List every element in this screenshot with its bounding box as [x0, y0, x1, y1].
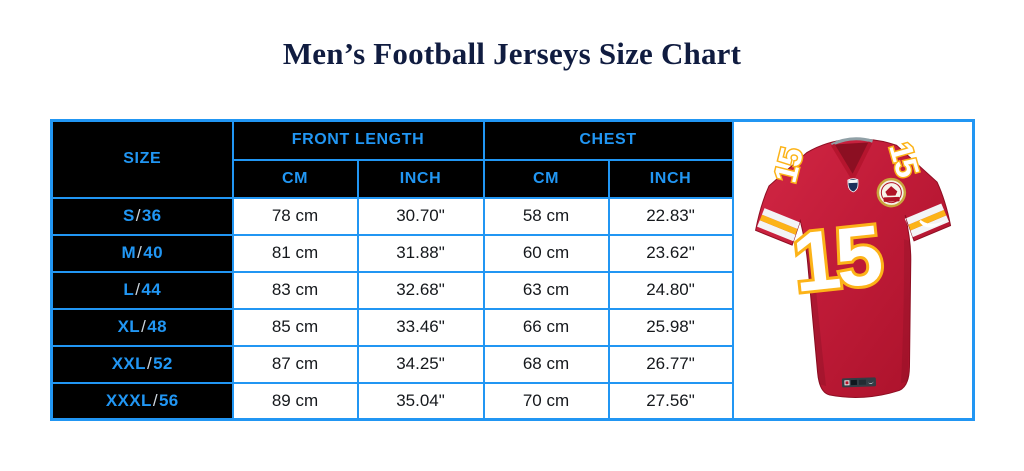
cell-front-cm: 81 cm: [231, 233, 359, 273]
cell-chest-inch: 22.83": [607, 196, 734, 236]
size-cell: S/36: [50, 196, 234, 236]
cell-chest-cm: 58 cm: [482, 196, 610, 236]
table-row: XXL/52 87 cm 34.25" 68 cm 26.77": [50, 344, 974, 384]
table-row: XL/48 85 cm 33.46" 66 cm 25.98": [50, 307, 974, 347]
jersey-body: [754, 138, 951, 398]
cell-chest-inch: 23.62": [607, 233, 734, 273]
cell-chest-cm: 63 cm: [482, 270, 610, 310]
size-chart-table: SIZE FRONT LENGTH CHEST: [50, 119, 976, 421]
size-suffix: 48: [147, 317, 167, 336]
size-separator: /: [146, 354, 153, 373]
nfl-shield-icon: [847, 178, 859, 193]
jersey-number: 15: [788, 207, 885, 310]
jock-tag: [841, 377, 876, 388]
size-cell: XL/48: [50, 307, 234, 347]
size-suffix: 40: [143, 243, 163, 262]
size-separator: /: [152, 390, 158, 410]
header-row-groups: SIZE FRONT LENGTH CHEST: [50, 119, 975, 421]
cell-front-cm: 83 cm: [231, 270, 359, 310]
cell-chest-cm: 60 cm: [482, 233, 610, 273]
size-cell: L/44: [50, 270, 234, 310]
subheader-front-inch: INCH: [356, 158, 485, 199]
size-suffix: 56: [158, 390, 179, 410]
cell-front-inch: 32.68": [356, 270, 485, 310]
size-suffix: 52: [153, 354, 173, 373]
size-cell: XXXL/56: [50, 381, 234, 421]
size-cell: XXL/52: [50, 344, 234, 384]
jersey-image: 15 15 15: [754, 137, 951, 398]
page-title: Men’s Football Jerseys Size Chart: [282, 36, 742, 71]
column-header-front-length: FRONT LENGTH: [231, 119, 485, 161]
side-panel-shading: [805, 239, 910, 387]
cell-front-cm: 87 cm: [231, 344, 359, 384]
size-cell: M/40: [50, 233, 234, 273]
size-separator: /: [135, 280, 141, 299]
table-row: M/40 81 cm 31.88" 60 cm 23.62": [50, 233, 974, 273]
column-header-chest: CHEST: [482, 119, 734, 161]
cell-chest-inch: 26.77": [607, 344, 734, 384]
size-prefix: M: [121, 243, 137, 262]
table-row: L/44 83 cm 32.68" 63 cm 24.80": [50, 270, 974, 310]
subheader-chest-cm: CM: [482, 158, 610, 199]
team-patch-icon: [876, 177, 906, 208]
cell-front-inch: 31.88": [356, 233, 485, 273]
size-separator: /: [137, 243, 143, 262]
nike-swoosh-icon: [919, 219, 947, 228]
size-separator: /: [141, 317, 147, 336]
column-header-size: SIZE: [50, 119, 234, 199]
size-prefix: XXXL: [105, 390, 152, 410]
size-suffix: 36: [141, 206, 162, 225]
header-row-units: CM INCH CM INCH: [52, 158, 974, 199]
cell-front-inch: 34.25": [356, 344, 485, 384]
cell-front-inch: 33.46": [356, 307, 485, 347]
cell-chest-cm: 66 cm: [482, 307, 610, 347]
cell-chest-inch: 27.56": [607, 381, 734, 421]
subheader-chest-inch: INCH: [607, 158, 734, 199]
cell-front-cm: 89 cm: [231, 381, 359, 421]
cell-chest-cm: 70 cm: [482, 381, 610, 421]
size-suffix: 44: [141, 280, 162, 299]
cell-front-inch: 35.04": [356, 381, 485, 421]
cell-chest-cm: 68 cm: [482, 344, 610, 384]
subheader-front-cm: CM: [231, 158, 359, 199]
table-row: S/36 78 cm 30.70" 58 cm 22.83": [50, 196, 974, 236]
cell-front-cm: 85 cm: [231, 307, 359, 347]
v-neck-collar: [830, 137, 873, 183]
size-prefix: XL: [117, 317, 141, 336]
table-row: XXXL/56 89 cm 35.04" 70 cm 27.56": [50, 381, 974, 421]
size-prefix: XXL: [111, 354, 146, 373]
cell-chest-inch: 25.98": [607, 307, 734, 347]
cell-front-inch: 30.70": [356, 196, 485, 236]
size-prefix: S: [122, 206, 135, 225]
size-separator: /: [135, 206, 141, 225]
size-prefix: L: [123, 280, 135, 299]
jersey-cell: 15 15 15: [731, 119, 975, 421]
sleeve-stripes: [756, 203, 949, 242]
cell-front-cm: 78 cm: [231, 196, 359, 236]
cell-chest-inch: 24.80": [607, 270, 734, 310]
